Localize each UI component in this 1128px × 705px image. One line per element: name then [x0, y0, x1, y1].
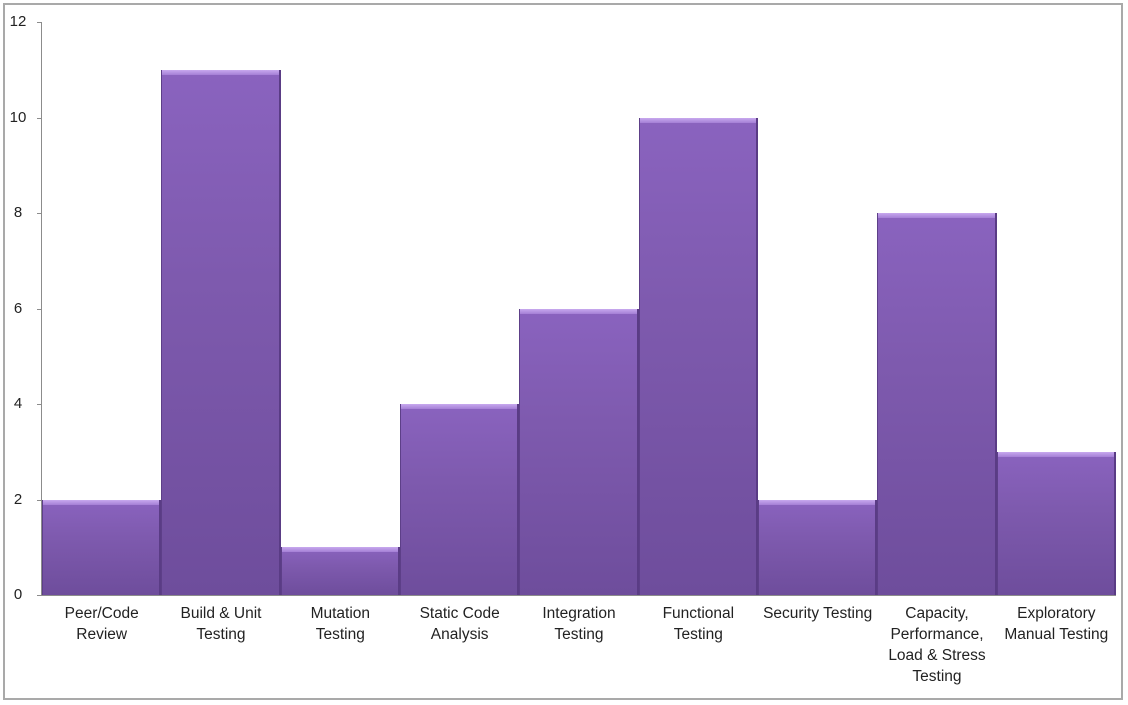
y-tick-label: 0 — [13, 586, 23, 603]
x-category-label: Peer/Code Review — [36, 603, 167, 645]
bar — [996, 451, 1116, 595]
x-category-label: Build & Unit Testing — [155, 603, 286, 645]
x-category-label-line: Static Code — [419, 605, 500, 622]
x-category-label-line: Performance, — [890, 626, 984, 643]
x-category-label-line: Manual Testing — [1004, 626, 1109, 643]
y-tick — [37, 595, 42, 596]
y-tick-label: 6 — [13, 299, 23, 317]
x-category-label-line: Load & Stress — [888, 647, 986, 664]
x-category-label-line: Exploratory — [1017, 605, 1096, 622]
y-tick-label: 10 — [9, 108, 27, 126]
x-category-label: Mutation Testing — [275, 603, 406, 645]
x-category-label-line: Functional — [662, 605, 735, 622]
bar — [280, 547, 400, 595]
y-tick — [37, 308, 42, 310]
bar — [400, 404, 520, 595]
x-category-label-line: Build & Unit — [180, 605, 262, 622]
bar — [758, 499, 878, 595]
x-category-label: Capacity, Performance, Load & Stress Testin… — [871, 603, 1002, 687]
x-category-label-line: Testing — [912, 668, 962, 685]
y-tick — [37, 213, 42, 214]
y-tick — [37, 117, 42, 119]
x-category-label: Integration Testing — [513, 603, 644, 645]
bar — [519, 308, 639, 595]
x-category-label: Static Code Analysis — [394, 603, 525, 645]
x-category-label-line: Security Testing — [763, 605, 873, 622]
y-tick-label: 2 — [13, 490, 23, 508]
y-tick — [37, 22, 42, 23]
x-category-label-line: Analysis — [430, 626, 489, 643]
x-category-label: Functional Testing — [633, 603, 764, 645]
x-axis — [41, 595, 1116, 596]
y-tick — [37, 404, 42, 405]
x-category-label-line: Mutation — [310, 605, 371, 622]
y-tick — [37, 499, 42, 501]
x-category-label-line: Testing — [673, 626, 723, 643]
y-tick-label: 4 — [13, 395, 23, 412]
x-category-label: Security Testing — [752, 603, 883, 624]
bar — [42, 499, 162, 595]
x-category-label-line: Testing — [196, 626, 246, 643]
x-category-label-line: Review — [76, 626, 128, 643]
bar — [161, 69, 281, 595]
x-category-label-line: Integration — [542, 605, 616, 622]
x-category-label-line: Testing — [315, 626, 365, 643]
y-tick-label: 12 — [9, 13, 27, 30]
bar — [877, 213, 997, 595]
x-category-label-line: Capacity, — [905, 605, 969, 622]
x-category-label: Exploratory Manual Testing — [991, 603, 1122, 645]
bar — [638, 117, 758, 595]
x-category-label-line: Peer/Code — [64, 605, 139, 622]
y-tick-label: 8 — [13, 204, 23, 221]
x-category-label-line: Testing — [554, 626, 604, 643]
